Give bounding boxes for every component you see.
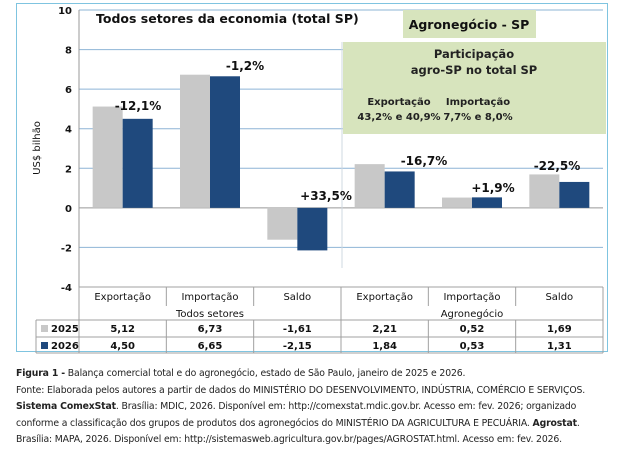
category-label: Saldo xyxy=(545,292,573,303)
y-tick-label: 0 xyxy=(65,204,72,215)
group-label: Todos setores xyxy=(175,309,244,320)
change-annotation: -16,7% xyxy=(401,154,448,168)
info-box-import-label: Importação xyxy=(446,97,510,108)
info-box-title-line1: Participação xyxy=(434,47,514,61)
info-box-title-line2: agro-SP no total SP xyxy=(411,63,537,77)
bar-2025-0 xyxy=(92,106,123,208)
bar-2025-1 xyxy=(180,74,210,208)
change-annotation: -22,5% xyxy=(534,159,581,173)
group-label: Agronegócio xyxy=(441,308,504,320)
bar-2026-3 xyxy=(384,171,415,208)
table-cell: 4,50 xyxy=(110,341,135,352)
bar-2026-4 xyxy=(472,197,502,208)
info-box-export-value: 43,2% e 40,9% xyxy=(357,112,440,123)
caption-line-3: Sistema ComexStat. Brasília: MDIC, 2026.… xyxy=(16,399,616,416)
table-cell: 2,21 xyxy=(372,324,397,335)
source-text-4: Brasília: MAPA, 2026. Disponível em: htt… xyxy=(16,434,562,445)
change-annotation: -12,1% xyxy=(115,99,162,113)
table-cell: 0,53 xyxy=(460,341,485,352)
y-axis-label: US$ bilhão xyxy=(32,121,43,175)
source-text-3b: . xyxy=(576,417,580,429)
change-annotation: -1,2% xyxy=(226,59,264,73)
figure-text: Balança comercial total e do agronegócio… xyxy=(64,368,466,379)
agro-title: Agronegócio - SP xyxy=(409,17,530,32)
caption-line-4: conforme a classificação dos grupos de p… xyxy=(16,416,616,433)
y-tick-label: 4 xyxy=(65,125,72,136)
chart-frame xyxy=(16,3,608,352)
bar-2026-0 xyxy=(122,118,153,208)
bar-2026-1 xyxy=(210,76,240,208)
agro-title-box xyxy=(403,10,536,38)
bar-2026-5 xyxy=(559,181,590,208)
legend-swatch-2025 xyxy=(41,325,48,332)
info-box xyxy=(343,42,606,134)
category-label: Exportação xyxy=(94,292,151,303)
change-annotation: +1,9% xyxy=(471,181,514,195)
y-tick-label: -2 xyxy=(61,243,72,254)
category-label: Importação xyxy=(181,292,238,303)
category-label: Exportação xyxy=(356,292,413,303)
y-tick-label: 2 xyxy=(65,164,72,175)
source-text-3: conforme a classificação dos grupos de p… xyxy=(16,417,533,429)
bar-2026-2 xyxy=(297,207,328,251)
table-cell: 5,12 xyxy=(110,324,135,335)
table-cell: 1,84 xyxy=(372,341,397,352)
category-label: Saldo xyxy=(283,292,311,303)
category-label: Importação xyxy=(443,292,500,303)
figure-caption: Figura 1 - Balança comercial total e do … xyxy=(16,366,616,449)
caption-line-2: Fonte: Elaborada pelos autores a partir … xyxy=(16,383,616,400)
legend-label: 2025 xyxy=(51,324,79,335)
source-bold-agrostat: Agrostat xyxy=(532,417,577,429)
source-text-2: . Brasília: MDIC, 2026. Disponível em: h… xyxy=(115,401,577,412)
info-box-import-value: 7,7% e 8,0% xyxy=(443,112,512,123)
info-box-export-label: Exportação xyxy=(367,97,430,108)
table-cell: -2,15 xyxy=(283,341,312,352)
bar-2025-4 xyxy=(442,197,472,208)
y-tick-label: 6 xyxy=(65,85,72,96)
source-text-1: Fonte: Elaborada pelos autores a partir … xyxy=(16,384,586,396)
y-tick-label: 8 xyxy=(65,46,72,57)
table-cell: 1,31 xyxy=(547,341,572,352)
table-cell: -1,61 xyxy=(283,324,312,335)
bar-2025-3 xyxy=(354,164,385,208)
caption-line-5: Brasília: MAPA, 2026. Disponível em: htt… xyxy=(16,432,616,449)
caption-line-1: Figura 1 - Balança comercial total e do … xyxy=(16,366,616,383)
y-tick-label: -4 xyxy=(61,283,72,294)
legend-label: 2026 xyxy=(51,341,79,352)
chart-title: Todos setores da economia (total SP) xyxy=(96,11,359,26)
source-bold-comexstat: Sistema ComexStat xyxy=(16,401,116,412)
table-cell: 0,52 xyxy=(460,324,485,335)
bar-chart: Agronegócio - SP Participação agro-SP no… xyxy=(32,6,606,354)
figure-label: Figura 1 - xyxy=(16,368,65,379)
table-cell: 6,73 xyxy=(198,324,223,335)
table-cell: 1,69 xyxy=(547,324,572,335)
table-cell: 6,65 xyxy=(198,341,223,352)
legend-swatch-2026 xyxy=(41,342,48,349)
y-tick-label: 10 xyxy=(58,6,72,17)
bar-2025-5 xyxy=(529,174,560,208)
change-annotation: +33,5% xyxy=(300,189,352,203)
bar-2025-2 xyxy=(267,207,298,240)
